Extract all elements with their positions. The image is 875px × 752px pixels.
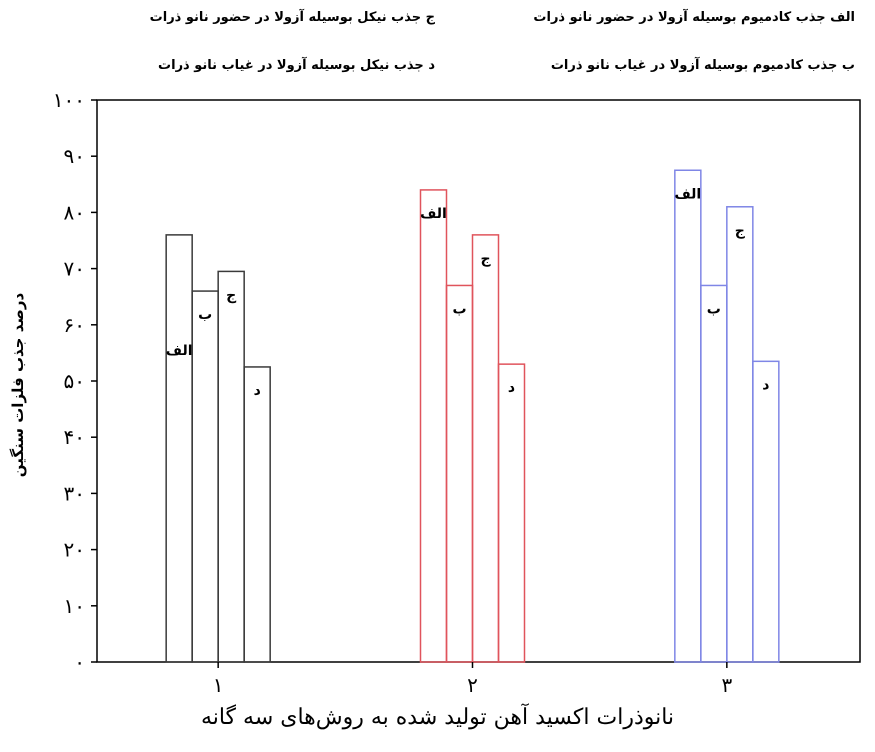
legend-item-c: ج جذب نیکل بوسیله آزولا در حضور نانو ذرا… xyxy=(149,10,435,25)
bar xyxy=(191,290,219,663)
legend-item-a: الف جذب کادمیوم بوسیله آزولا در حضور نان… xyxy=(533,10,855,25)
bar xyxy=(700,284,728,663)
x-tick-label: ۱ xyxy=(213,673,224,697)
bar xyxy=(726,206,754,663)
bar-label: د xyxy=(508,380,515,396)
y-tick-label: ۷۰ xyxy=(64,257,85,281)
y-tick-label: ۳۰ xyxy=(64,481,85,505)
bar-label: الف xyxy=(674,186,701,202)
bar-label: الف xyxy=(420,206,447,222)
y-tick-label: ۶۰ xyxy=(64,313,85,337)
legend-item-d: د جذب نیکل بوسیله آزولا در غیاب نانو ذرا… xyxy=(158,58,435,73)
y-tick-label: ۴۰ xyxy=(64,425,85,449)
bar xyxy=(217,270,245,663)
x-tick-label: ۳ xyxy=(721,673,732,697)
y-tick-label: ۰ xyxy=(74,650,85,674)
bar-label: ج xyxy=(735,223,746,239)
bar-label: ج xyxy=(226,287,237,303)
bar xyxy=(674,169,702,663)
bar-label: الف xyxy=(166,343,193,359)
bar-label: د xyxy=(254,383,261,399)
bar xyxy=(419,189,448,663)
y-tick-label: ۲۰ xyxy=(64,538,85,562)
bar xyxy=(752,360,780,663)
y-tick-label: ۹۰ xyxy=(64,144,85,168)
bar xyxy=(497,363,526,663)
bar xyxy=(165,234,193,663)
y-tick-label: ۵۰ xyxy=(64,369,85,393)
bar-label: ب xyxy=(452,301,466,317)
legend-item-b: ب جذب کادمیوم بوسیله آزولا در غیاب نانو … xyxy=(550,58,855,73)
plot-frame xyxy=(96,99,861,663)
bar xyxy=(445,284,474,663)
bar xyxy=(471,234,500,663)
bar-label: ب xyxy=(707,301,721,317)
x-axis-title: نانوذرات اکسید آهن تولید شده به روش‌های … xyxy=(200,705,675,730)
y-tick-label: ۱۰۰ xyxy=(53,88,85,112)
bar-label: د xyxy=(762,377,769,393)
y-tick-label: ۸۰ xyxy=(64,200,85,224)
x-tick-label: ۲ xyxy=(467,673,478,697)
bar-label: ب xyxy=(198,307,212,323)
bar xyxy=(243,366,271,663)
y-tick-label: ۱۰ xyxy=(64,594,85,618)
bar-label: ج xyxy=(480,251,491,267)
y-axis-title: درصد جذب فلزات سنگین xyxy=(9,292,27,478)
